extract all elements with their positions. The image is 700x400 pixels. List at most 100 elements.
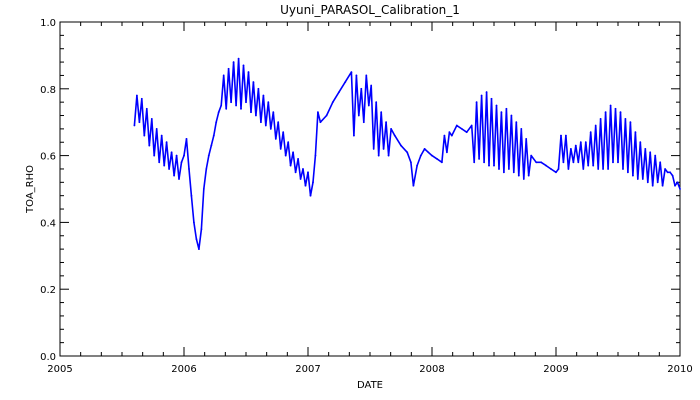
x-tick-label: 2008 xyxy=(419,364,444,375)
data-point xyxy=(478,158,480,160)
data-point xyxy=(614,107,617,110)
data-point xyxy=(304,184,307,187)
data-point xyxy=(331,101,334,104)
data-point xyxy=(525,138,528,140)
x-axis-label: DATE xyxy=(357,380,383,391)
data-point xyxy=(173,174,176,177)
data-point xyxy=(535,161,538,164)
data-point xyxy=(520,127,523,130)
data-point xyxy=(510,114,513,117)
data-point xyxy=(661,184,664,187)
data-point xyxy=(446,151,448,154)
data-point xyxy=(517,174,520,177)
data-point xyxy=(412,184,415,187)
data-point xyxy=(382,148,385,150)
data-point xyxy=(188,168,190,170)
data-point xyxy=(629,121,632,124)
data-point xyxy=(624,118,627,120)
data-point xyxy=(495,104,498,107)
data-point xyxy=(565,134,567,137)
data-point xyxy=(309,194,312,197)
data-point xyxy=(669,171,671,174)
data-point xyxy=(385,121,387,124)
data-point xyxy=(136,94,138,97)
data-point xyxy=(676,181,679,184)
data-point xyxy=(423,148,426,150)
y-tick-label: 0.8 xyxy=(40,85,56,96)
data-point xyxy=(165,141,168,144)
data-point xyxy=(594,124,597,127)
data-point xyxy=(470,124,473,127)
data-point xyxy=(372,148,375,150)
data-point xyxy=(299,178,302,180)
data-point xyxy=(319,121,322,124)
data-point xyxy=(441,161,443,164)
data-point xyxy=(480,94,483,97)
data-point xyxy=(297,158,299,160)
data-point xyxy=(367,104,370,107)
data-point xyxy=(272,111,275,114)
y-axis-ticks: 0.0 0.2 0.4 0.6 0.8 1.0 xyxy=(40,18,680,363)
data-point xyxy=(235,104,238,107)
data-point xyxy=(410,161,412,164)
data-point xyxy=(574,144,577,147)
data-point xyxy=(140,97,143,100)
data-point xyxy=(375,101,378,104)
data-point xyxy=(641,178,644,180)
data-point xyxy=(145,107,148,110)
data-point xyxy=(163,164,166,167)
data-point xyxy=(292,151,294,154)
data-point xyxy=(284,154,287,157)
data-point xyxy=(450,134,453,137)
data-point xyxy=(175,154,178,157)
data-point xyxy=(260,121,262,124)
x-tick-label: 2006 xyxy=(171,364,196,375)
y-tick-label: 0.4 xyxy=(40,218,56,229)
data-point xyxy=(632,174,634,177)
data-point xyxy=(567,168,570,170)
data-point xyxy=(190,194,193,197)
data-point xyxy=(406,151,409,154)
data-point xyxy=(609,104,612,107)
data-point xyxy=(312,181,314,184)
data-point xyxy=(153,154,156,157)
data-point xyxy=(170,151,173,154)
data-point xyxy=(207,154,210,157)
data-point xyxy=(419,154,422,157)
data-point xyxy=(562,161,565,164)
data-point xyxy=(515,121,518,124)
y-tick-label: 0.2 xyxy=(40,285,56,296)
data-point xyxy=(634,131,637,134)
data-point xyxy=(674,184,676,187)
data-point xyxy=(443,134,446,137)
data-point xyxy=(307,171,309,174)
data-point xyxy=(570,148,572,150)
data-point xyxy=(222,74,225,77)
data-point xyxy=(587,164,590,167)
y-tick-label: 0.6 xyxy=(40,152,56,163)
data-point xyxy=(148,144,151,147)
data-point xyxy=(619,111,622,114)
data-point xyxy=(627,171,629,174)
data-point xyxy=(465,131,468,134)
data-point xyxy=(671,174,674,177)
y-tick-label: 0.0 xyxy=(40,352,56,363)
data-point xyxy=(262,94,265,97)
data-point xyxy=(168,168,171,170)
series-layer xyxy=(133,57,681,251)
data-point xyxy=(317,111,319,114)
data-point xyxy=(227,67,230,70)
data-point xyxy=(617,161,619,164)
data-point xyxy=(289,164,292,167)
data-point xyxy=(247,71,250,73)
data-point xyxy=(143,134,146,137)
data-point xyxy=(664,168,666,170)
y-axis-label: TOA_RHO xyxy=(25,165,36,214)
data-point xyxy=(400,144,402,147)
data-point xyxy=(279,148,282,150)
data-point xyxy=(250,111,252,114)
data-point xyxy=(269,127,272,130)
data-point xyxy=(158,161,161,164)
data-point xyxy=(215,121,218,124)
data-point xyxy=(460,127,463,130)
